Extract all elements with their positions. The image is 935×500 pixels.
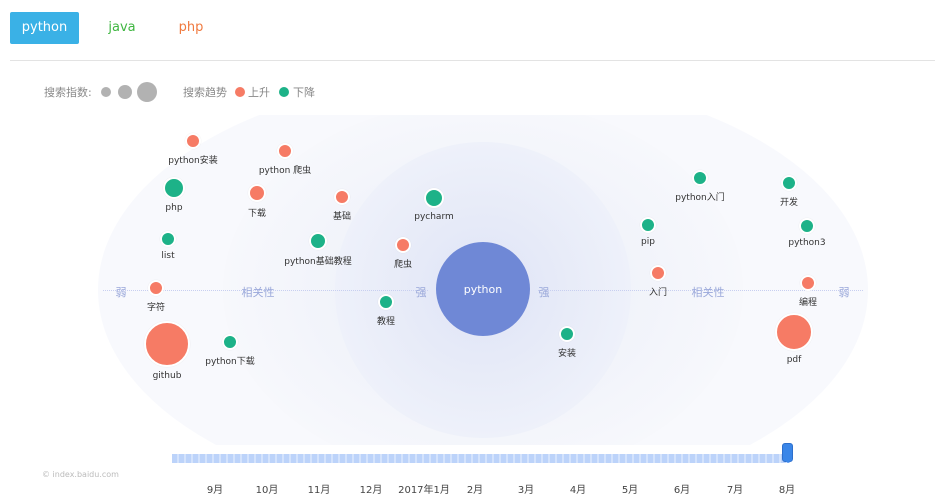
keyword-label: 爬虫 <box>393 260 413 270</box>
trend-down-icon <box>279 87 289 97</box>
keyword-bubble[interactable] <box>160 231 176 247</box>
keyword-label: 教程 <box>376 317 396 327</box>
timeline-month[interactable]: 2017年1月 <box>398 485 450 496</box>
timeline-month[interactable]: 2月 <box>466 485 484 496</box>
keyword-label: python基础教程 <box>284 257 352 267</box>
keyword-bubble[interactable] <box>395 237 411 253</box>
size-medium-icon <box>118 85 132 99</box>
keyword-bubble[interactable] <box>775 313 813 351</box>
keyword-label: 入门 <box>648 288 668 298</box>
keyword-bubble[interactable] <box>248 184 266 202</box>
keyword-bubble[interactable] <box>640 217 656 233</box>
keyword-label: 安装 <box>557 349 577 359</box>
keyword-label: pdf <box>786 355 802 365</box>
center-keyword-label: python <box>463 282 503 296</box>
timeline-month[interactable]: 8月 <box>778 485 796 496</box>
tabs-divider <box>10 60 935 61</box>
size-large-icon <box>137 82 157 102</box>
axis-weak-left: 弱 <box>115 286 127 299</box>
trend-down-label: 下降 <box>293 86 315 99</box>
timeline-handle-pointer <box>783 459 793 463</box>
keyword-label: python入门 <box>675 193 725 203</box>
keyword-label: 下载 <box>247 209 267 219</box>
keyword-label: 字符 <box>146 303 166 313</box>
axis-line-right <box>538 290 863 291</box>
keyword-bubble[interactable] <box>692 170 708 186</box>
axis-relevance-left: 相关性 <box>241 286 275 299</box>
keyword-tabs: python java php <box>0 0 935 60</box>
keyword-label: 编程 <box>798 298 818 308</box>
keyword-bubble[interactable] <box>144 321 190 367</box>
axis-strong-left: 强 <box>415 286 427 299</box>
timeline-month[interactable]: 10月 <box>255 485 279 496</box>
timeline-month[interactable]: 4月 <box>569 485 587 496</box>
timeline-month[interactable]: 12月 <box>359 485 383 496</box>
keyword-bubble[interactable] <box>277 143 293 159</box>
keyword-label: pycharm <box>414 212 454 222</box>
keyword-bubble[interactable] <box>650 265 666 281</box>
size-small-icon <box>101 87 111 97</box>
keyword-label: 开发 <box>779 198 799 208</box>
search-trend-label: 搜索趋势 <box>183 86 227 99</box>
keyword-label: python安装 <box>168 156 218 166</box>
tab-python[interactable]: python <box>10 12 79 44</box>
timeline-month[interactable]: 7月 <box>726 485 744 496</box>
keyword-label: python下载 <box>205 357 255 367</box>
keyword-bubble[interactable] <box>800 275 816 291</box>
chart-legend: 搜索指数: 搜索趋势 上升 下降 <box>0 80 935 102</box>
keyword-bubble[interactable] <box>334 189 350 205</box>
keyword-bubble[interactable] <box>222 334 238 350</box>
timeline-month[interactable]: 3月 <box>517 485 535 496</box>
credit-text: © index.baidu.com <box>42 470 119 479</box>
axis-line-left <box>103 290 428 291</box>
trend-up-icon <box>235 87 245 97</box>
keyword-bubble[interactable] <box>185 133 201 149</box>
keyword-bubble[interactable] <box>309 232 327 250</box>
timeline-month[interactable]: 11月 <box>307 485 331 496</box>
keyword-label: pip <box>641 237 655 247</box>
keyword-label: php <box>165 203 183 213</box>
keyword-bubble[interactable] <box>781 175 797 191</box>
axis-relevance-right: 相关性 <box>691 286 725 299</box>
timeline-month[interactable]: 9月 <box>206 485 224 496</box>
keyword-bubble[interactable] <box>799 218 815 234</box>
keyword-bubble[interactable] <box>559 326 575 342</box>
keyword-bubble[interactable] <box>424 188 444 208</box>
keyword-label: 基础 <box>332 212 352 222</box>
axis-strong-right: 强 <box>538 286 550 299</box>
keyword-bubble[interactable] <box>148 280 164 296</box>
timeline-month[interactable]: 6月 <box>673 485 691 496</box>
keyword-label: python 爬虫 <box>258 166 312 176</box>
tab-php[interactable]: php <box>178 20 204 35</box>
keyword-bubble[interactable] <box>163 177 185 199</box>
keyword-label: python3 <box>788 238 826 248</box>
trend-up-label: 上升 <box>248 86 270 99</box>
search-index-label: 搜索指数: <box>44 86 92 99</box>
axis-weak-right: 弱 <box>838 286 850 299</box>
keyword-label: list <box>161 251 175 261</box>
tab-java[interactable]: java <box>108 20 136 35</box>
center-keyword-bubble[interactable]: python <box>436 242 530 336</box>
keyword-bubble[interactable] <box>378 294 394 310</box>
timeline-track[interactable] <box>172 454 790 463</box>
keyword-label: github <box>152 371 182 381</box>
timeline-month[interactable]: 5月 <box>621 485 639 496</box>
